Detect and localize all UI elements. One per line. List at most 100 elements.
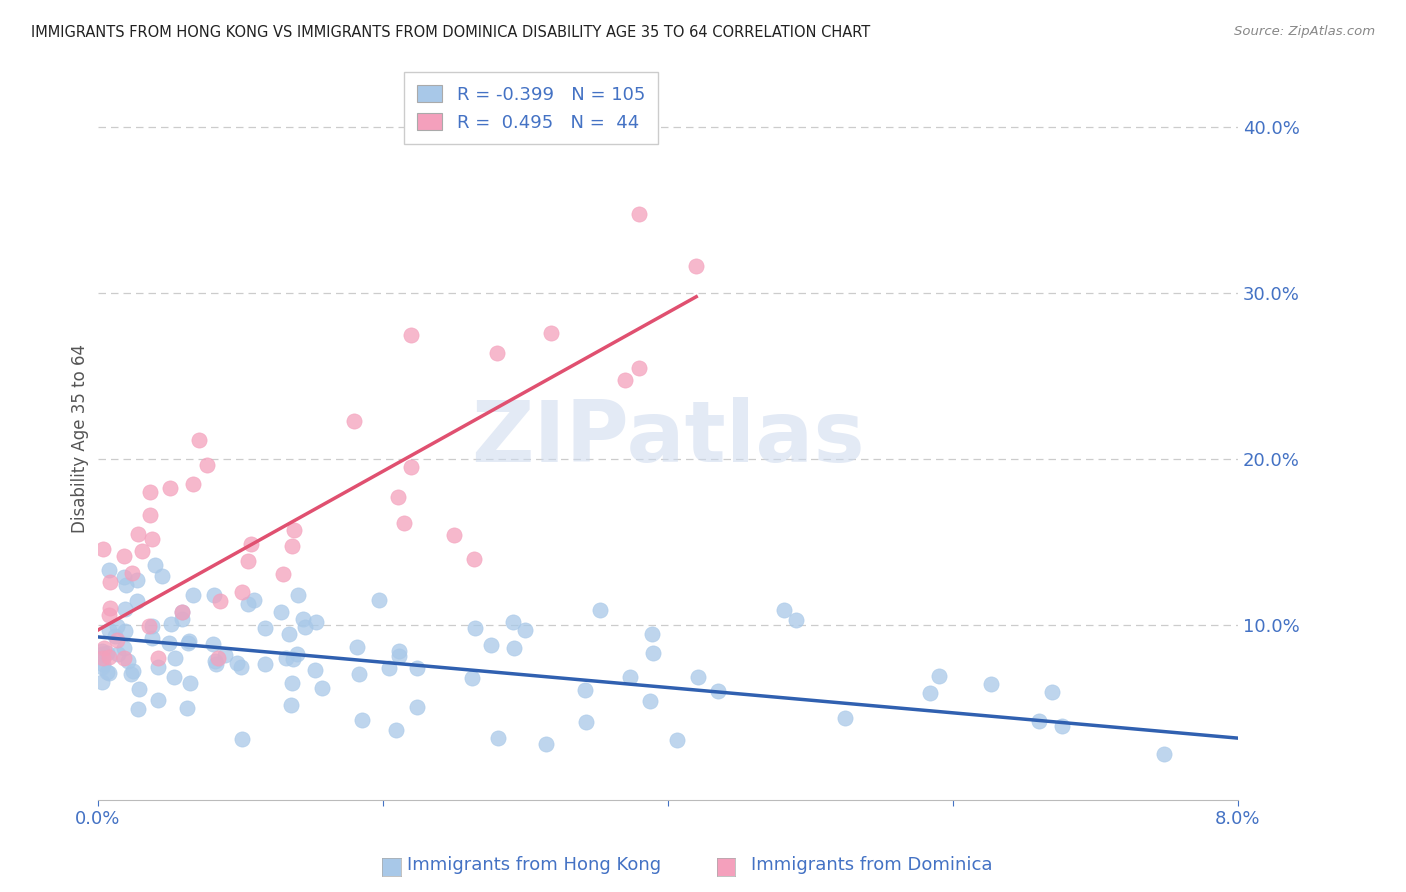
Point xyxy=(281,539,304,553)
Point xyxy=(121,664,143,678)
Point xyxy=(1050,719,1073,733)
Point xyxy=(97,563,120,577)
Point xyxy=(928,669,950,683)
Point xyxy=(104,628,127,642)
Point xyxy=(980,677,1002,691)
Point xyxy=(97,608,120,623)
Point xyxy=(112,570,135,584)
Point xyxy=(93,641,115,656)
Point xyxy=(463,552,485,566)
Point xyxy=(201,637,224,651)
Point xyxy=(406,661,429,675)
Text: Source: ZipAtlas.com: Source: ZipAtlas.com xyxy=(1234,25,1375,38)
Point xyxy=(399,460,422,475)
Point xyxy=(107,647,129,661)
Point xyxy=(204,655,226,669)
Point xyxy=(399,327,422,342)
Point xyxy=(121,566,143,580)
Point xyxy=(920,686,942,700)
Point xyxy=(179,634,201,648)
Point xyxy=(127,527,149,541)
Point xyxy=(443,528,465,542)
Point xyxy=(641,646,664,660)
Point xyxy=(91,657,114,672)
Point xyxy=(139,485,162,500)
Point xyxy=(143,558,166,572)
Point xyxy=(195,458,218,472)
Point xyxy=(146,651,169,665)
Point xyxy=(274,650,297,665)
Point xyxy=(138,619,160,633)
Point xyxy=(181,477,204,491)
Point xyxy=(127,702,149,716)
Point xyxy=(188,434,211,448)
Point xyxy=(540,326,562,340)
Point xyxy=(114,602,136,616)
Point xyxy=(502,615,524,629)
Point xyxy=(208,593,231,607)
Point xyxy=(280,676,302,690)
Point xyxy=(125,574,148,588)
Point xyxy=(378,661,401,675)
Point xyxy=(100,574,122,589)
Point xyxy=(157,636,180,650)
Point xyxy=(688,670,710,684)
Point xyxy=(343,414,366,428)
Point xyxy=(128,681,150,696)
Point xyxy=(141,632,163,646)
Point xyxy=(112,651,135,665)
Point xyxy=(834,711,856,725)
Point xyxy=(170,605,193,619)
Point xyxy=(146,660,169,674)
Legend: R = -0.399   N = 105, R =  0.495   N =  44: R = -0.399 N = 105, R = 0.495 N = 44 xyxy=(404,72,658,145)
Point xyxy=(236,597,259,611)
Point xyxy=(91,651,114,665)
Point xyxy=(304,663,326,677)
Point xyxy=(112,641,135,656)
Text: IMMIGRANTS FROM HONG KONG VS IMMIGRANTS FROM DOMINICA DISABILITY AGE 35 TO 64 CO: IMMIGRANTS FROM HONG KONG VS IMMIGRANTS … xyxy=(31,25,870,40)
Point xyxy=(346,640,368,655)
Point xyxy=(613,373,636,387)
Point xyxy=(172,605,194,619)
Point xyxy=(112,549,135,563)
Point xyxy=(392,516,415,530)
Text: Immigrants from Dominica: Immigrants from Dominica xyxy=(751,856,993,874)
Point xyxy=(96,665,118,680)
Text: ZIPatlas: ZIPatlas xyxy=(471,397,865,480)
Point xyxy=(464,621,486,635)
Point xyxy=(640,694,662,708)
Point xyxy=(685,260,707,274)
Point xyxy=(628,361,651,376)
Point xyxy=(172,612,194,626)
Point xyxy=(502,640,524,655)
Point xyxy=(368,593,391,607)
Point xyxy=(117,654,139,668)
Point xyxy=(278,627,301,641)
Point xyxy=(225,657,247,671)
Point xyxy=(181,588,204,602)
Point xyxy=(98,649,121,664)
Point xyxy=(388,644,411,658)
Point xyxy=(1153,747,1175,762)
Point xyxy=(91,660,114,674)
Point xyxy=(665,733,688,747)
Point xyxy=(207,651,229,665)
Point xyxy=(114,624,136,638)
Point xyxy=(619,670,641,684)
Point xyxy=(202,588,225,602)
Point xyxy=(773,602,796,616)
Point xyxy=(1040,684,1063,698)
Point xyxy=(271,566,294,581)
Point xyxy=(513,624,536,638)
Point xyxy=(707,683,730,698)
Point xyxy=(283,523,305,537)
Point xyxy=(291,612,314,626)
Point xyxy=(91,541,114,556)
Point xyxy=(107,632,129,647)
Point xyxy=(270,605,292,619)
Point xyxy=(285,647,308,661)
Point xyxy=(281,652,304,666)
Point xyxy=(204,657,226,671)
Point xyxy=(98,623,121,637)
Point xyxy=(405,699,427,714)
